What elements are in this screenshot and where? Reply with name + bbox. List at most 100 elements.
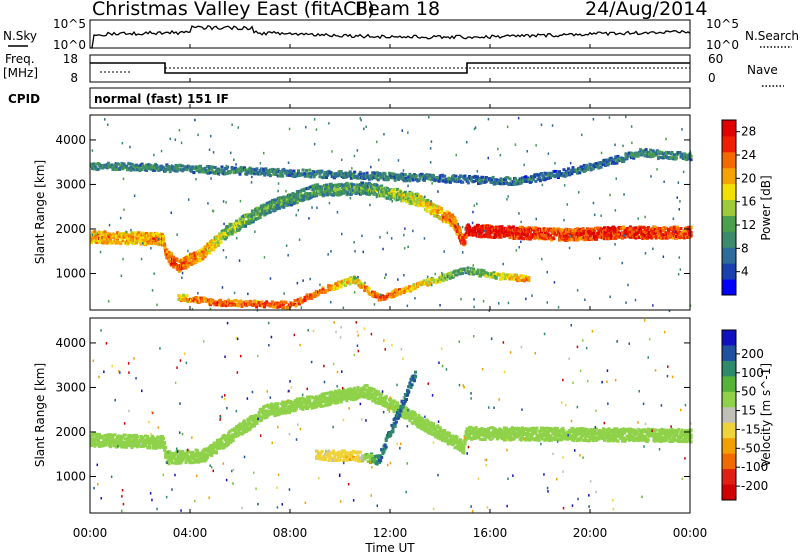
power-echo-cell bbox=[533, 229, 537, 233]
power-echo-cell bbox=[437, 179, 441, 183]
power-echo-cell bbox=[400, 172, 404, 176]
power-noise-cell bbox=[129, 145, 131, 149]
power-noise-cell bbox=[174, 138, 177, 141]
power-noise-cell bbox=[365, 125, 367, 128]
power-echo-cell bbox=[435, 281, 439, 285]
power-echo-cell bbox=[672, 225, 676, 229]
power-noise-cell bbox=[437, 190, 439, 193]
power-echo-cell bbox=[684, 153, 687, 157]
power-echo-cell bbox=[586, 168, 590, 171]
power-echo-cell bbox=[136, 168, 140, 171]
power-noise-cell bbox=[401, 129, 403, 132]
power-echo-cell bbox=[214, 169, 218, 173]
power-noise-cell bbox=[623, 193, 625, 196]
power-echo-cell bbox=[570, 172, 574, 176]
power-echo-cell bbox=[301, 300, 305, 304]
power-noise-cell bbox=[614, 209, 617, 212]
power-echo-cell bbox=[284, 171, 288, 175]
power-echo-cell bbox=[565, 171, 569, 175]
power-noise-cell bbox=[476, 170, 479, 173]
power-echo-cell bbox=[502, 181, 506, 185]
power-noise-cell bbox=[357, 276, 359, 279]
power-echo-cell bbox=[354, 277, 358, 281]
power-echo-cell bbox=[120, 161, 124, 165]
power-echo-cell bbox=[395, 293, 399, 297]
power-noise-cell bbox=[123, 208, 125, 211]
power-noise-cell bbox=[497, 147, 499, 151]
power-echo-cell bbox=[268, 210, 272, 214]
power-echo-cell bbox=[272, 305, 275, 309]
power-echo-cell bbox=[675, 156, 678, 160]
power-echo-cell bbox=[238, 172, 242, 176]
power-noise-cell bbox=[315, 128, 318, 131]
power-echo-cell bbox=[603, 228, 606, 232]
power-noise-cell bbox=[402, 169, 405, 172]
power-echo-cell bbox=[415, 200, 419, 204]
power-noise-cell bbox=[251, 175, 253, 179]
velocity-echo-cell bbox=[138, 440, 142, 444]
power-echo-cell bbox=[346, 182, 350, 186]
power-echo-cell bbox=[588, 165, 592, 169]
power-echo-cell bbox=[466, 266, 470, 270]
power-echo-cell bbox=[488, 233, 492, 237]
power-noise-cell bbox=[194, 118, 196, 122]
power-noise-cell bbox=[483, 229, 485, 233]
power-echo-cell bbox=[617, 233, 621, 237]
power-echo-cell bbox=[519, 178, 523, 182]
power-noise-cell bbox=[176, 233, 178, 236]
power-noise-cell bbox=[406, 304, 409, 308]
power-echo-cell bbox=[168, 255, 172, 258]
power-echo-cell bbox=[447, 272, 451, 276]
power-echo-cell bbox=[570, 234, 574, 238]
power-noise-cell bbox=[665, 137, 667, 141]
power-echo-cell bbox=[622, 225, 626, 229]
power-echo-cell bbox=[194, 296, 198, 299]
power-noise-cell bbox=[330, 250, 332, 253]
power-echo-cell bbox=[594, 165, 597, 169]
power-echo-cell bbox=[520, 278, 524, 282]
power-echo-cell bbox=[639, 228, 642, 232]
power-echo-cell bbox=[330, 284, 334, 288]
power-plot-background bbox=[90, 115, 690, 310]
power-echo-cell bbox=[425, 281, 428, 285]
velocity-echo-cell bbox=[119, 437, 123, 441]
power-echo-cell bbox=[454, 228, 458, 232]
power-echo-cell bbox=[600, 232, 604, 236]
power-echo-cell bbox=[606, 160, 610, 164]
power-echo-cell bbox=[453, 224, 457, 227]
power-echo-cell bbox=[225, 167, 228, 171]
power-echo-cell bbox=[326, 289, 329, 293]
power-noise-cell bbox=[107, 300, 110, 303]
power-echo-cell bbox=[141, 237, 145, 241]
power-noise-cell bbox=[354, 250, 356, 253]
power-echo-cell bbox=[476, 270, 480, 274]
power-echo-cell bbox=[583, 169, 587, 173]
power-echo-cell bbox=[642, 225, 646, 229]
power-noise-cell bbox=[482, 300, 485, 303]
power-echo-cell bbox=[549, 176, 552, 180]
power-echo-cell bbox=[493, 274, 497, 278]
power-echo-cell bbox=[394, 288, 398, 292]
power-noise-cell bbox=[121, 141, 124, 145]
power-echo-cell bbox=[619, 227, 623, 230]
power-echo-cell bbox=[454, 219, 458, 223]
power-echo-cell bbox=[274, 172, 278, 176]
power-echo-cell bbox=[367, 176, 371, 180]
power-echo-cell bbox=[684, 232, 687, 236]
cpid-panel: CPID normal (fast) 151 IF bbox=[8, 87, 691, 109]
power-noise-cell bbox=[397, 159, 400, 162]
power-echo-cell bbox=[648, 153, 651, 156]
power-echo-cell bbox=[97, 240, 101, 244]
power-echo-cell bbox=[427, 204, 431, 208]
power-noise-cell bbox=[218, 173, 221, 176]
velocity-echo-cell bbox=[124, 445, 128, 449]
power-echo-cell bbox=[104, 241, 108, 245]
power-echo-cell bbox=[500, 225, 504, 229]
power-noise-cell bbox=[555, 171, 558, 175]
velocity-echo-cell bbox=[109, 433, 113, 437]
power-echo-cell bbox=[331, 172, 335, 176]
power-echo-cell bbox=[114, 234, 118, 238]
power-echo-cell bbox=[90, 162, 93, 166]
power-noise-cell bbox=[460, 297, 462, 301]
power-echo-cell bbox=[207, 168, 210, 172]
